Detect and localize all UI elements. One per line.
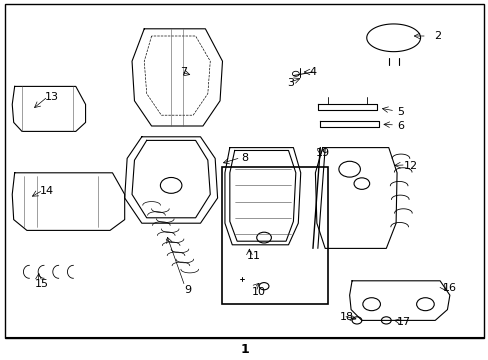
Text: 7: 7 — [180, 67, 186, 77]
Text: 12: 12 — [403, 161, 417, 171]
Text: 4: 4 — [309, 67, 316, 77]
Text: 8: 8 — [241, 153, 247, 163]
Text: 18: 18 — [340, 312, 353, 322]
Text: 14: 14 — [40, 186, 53, 196]
Text: 11: 11 — [247, 251, 261, 261]
Bar — [222, 167, 327, 304]
Text: 10: 10 — [252, 287, 265, 297]
Text: 3: 3 — [287, 78, 294, 88]
Text: 6: 6 — [397, 121, 404, 131]
Text: 9: 9 — [184, 285, 191, 295]
Text: 15: 15 — [35, 279, 48, 289]
Text: 16: 16 — [442, 283, 456, 293]
Text: 13: 13 — [44, 92, 58, 102]
Text: 17: 17 — [396, 317, 409, 327]
Text: 1: 1 — [240, 343, 248, 356]
Text: 19: 19 — [315, 148, 329, 158]
Text: 2: 2 — [433, 31, 440, 41]
Text: 5: 5 — [397, 107, 404, 117]
